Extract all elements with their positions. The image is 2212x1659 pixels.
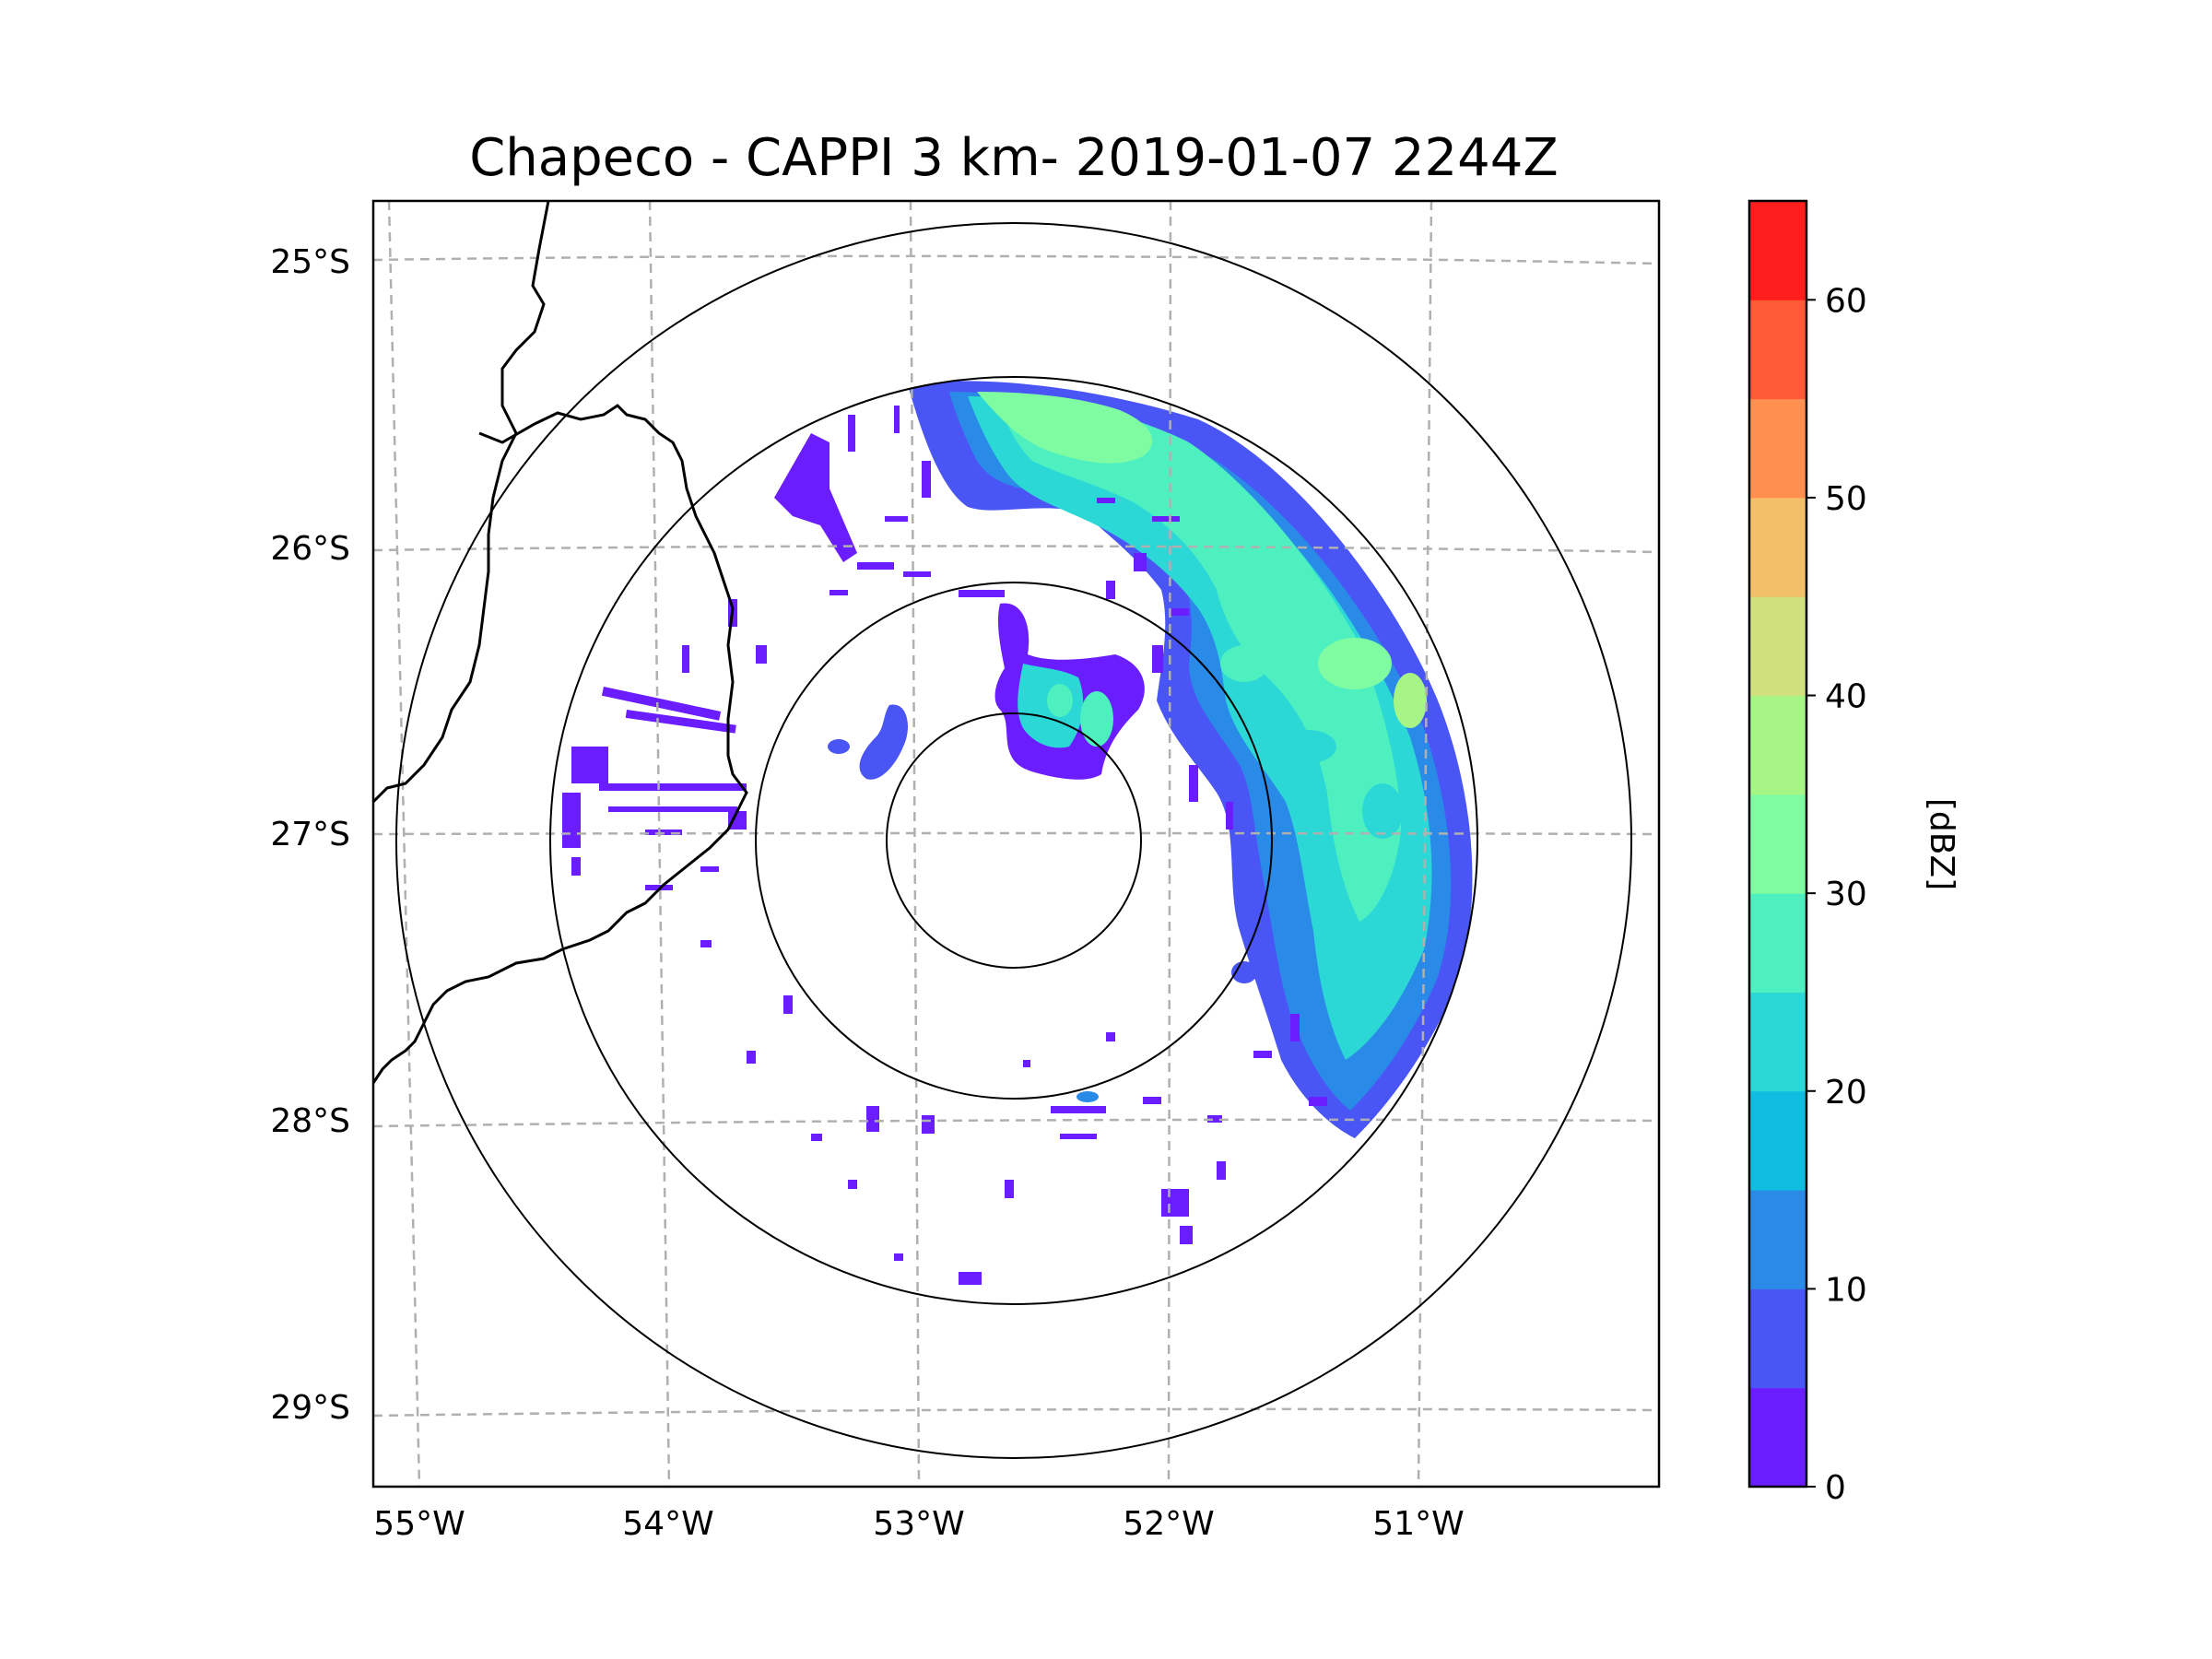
colorbar-tick-label: 50 — [1825, 480, 1867, 518]
echo-south-blob — [1077, 1091, 1099, 1102]
colorbar-tick-label: 40 — [1825, 678, 1867, 716]
lon-label: 53°W — [873, 1505, 964, 1543]
lat-label: 26°S — [270, 530, 350, 568]
colorbar-segment — [1749, 201, 1806, 300]
country-borders — [373, 201, 748, 1084]
colorbar-segment — [1749, 596, 1806, 697]
colorbar-tick-label: 0 — [1825, 1469, 1846, 1507]
colorbar-segment — [1749, 1190, 1806, 1289]
range-ring-4 — [395, 222, 1632, 1459]
colorbar-segment — [1749, 794, 1806, 894]
colorbar-frame — [1747, 199, 1808, 1488]
colorbar-segment — [1749, 1387, 1806, 1488]
colorbar-segment — [1749, 497, 1806, 597]
echo-central-cell-a — [1080, 691, 1113, 747]
lat-label: 25°S — [270, 243, 350, 281]
echo-central-cell-b — [1047, 684, 1073, 717]
range-rings — [395, 222, 1632, 1459]
lat-label: 28°S — [270, 1102, 350, 1140]
colorbar-tick-label: 60 — [1825, 282, 1867, 320]
colorbar-tick-label: 30 — [1825, 876, 1867, 913]
colorbar-segment — [1749, 893, 1806, 993]
range-ring-2 — [755, 582, 1273, 1100]
echo-cell-2 — [1281, 730, 1336, 763]
echo-region-north-core — [977, 392, 1153, 464]
lon-label: 51°W — [1372, 1505, 1464, 1543]
echo-cell-1 — [1318, 638, 1392, 689]
range-ring-3 — [549, 376, 1478, 1305]
border-argentina-brazil — [373, 404, 748, 1084]
colorbar-segment — [1749, 398, 1806, 499]
radar-echoes — [562, 381, 1473, 1285]
echo-region-east-inner — [968, 396, 1432, 1060]
echo-cell-4 — [1220, 645, 1268, 682]
colorbar: 0 10 20 30 40 50 60 — [1747, 199, 1867, 1507]
map-frame — [371, 199, 1661, 1488]
colorbar-segment — [1749, 1090, 1806, 1191]
colorbar-tick-label: 10 — [1825, 1271, 1867, 1309]
range-ring-1 — [886, 712, 1142, 969]
lon-label: 52°W — [1123, 1505, 1214, 1543]
lon-label: 54°W — [622, 1505, 713, 1543]
echo-cell-3 — [1362, 783, 1403, 839]
colorbar-segment — [1749, 695, 1806, 795]
colorbar-segment — [1749, 1288, 1806, 1389]
echo-east-blob — [1231, 961, 1257, 983]
lat-label: 27°S — [270, 816, 350, 853]
lat-labels: 25°S 26°S 27°S 28°S 29°S — [270, 243, 350, 1427]
lon-labels: 55°W 54°W 53°W 52°W 51°W — [373, 1505, 1464, 1543]
echo-south-scatter — [700, 940, 1327, 1285]
lon-label: 55°W — [373, 1505, 465, 1543]
echo-west-blob — [859, 704, 908, 780]
echo-nw-streaks — [774, 406, 1233, 830]
chart-title: Chapeco - CAPPI 3 km- 2019-01-07 2244Z — [469, 128, 1559, 188]
map-area — [373, 201, 1659, 1487]
colorbar-tick-label: 20 — [1825, 1074, 1867, 1112]
border-paraguay-argentina — [373, 201, 550, 804]
colorbar-segment — [1749, 300, 1806, 400]
colorbar-segment — [1749, 992, 1806, 1092]
echo-cell-5 — [1394, 673, 1427, 728]
lat-label: 29°S — [270, 1389, 350, 1427]
map-gridlines — [373, 201, 1659, 1487]
colorbar-label: [dBZ] — [1923, 798, 1960, 890]
echo-west-small — [828, 739, 850, 754]
